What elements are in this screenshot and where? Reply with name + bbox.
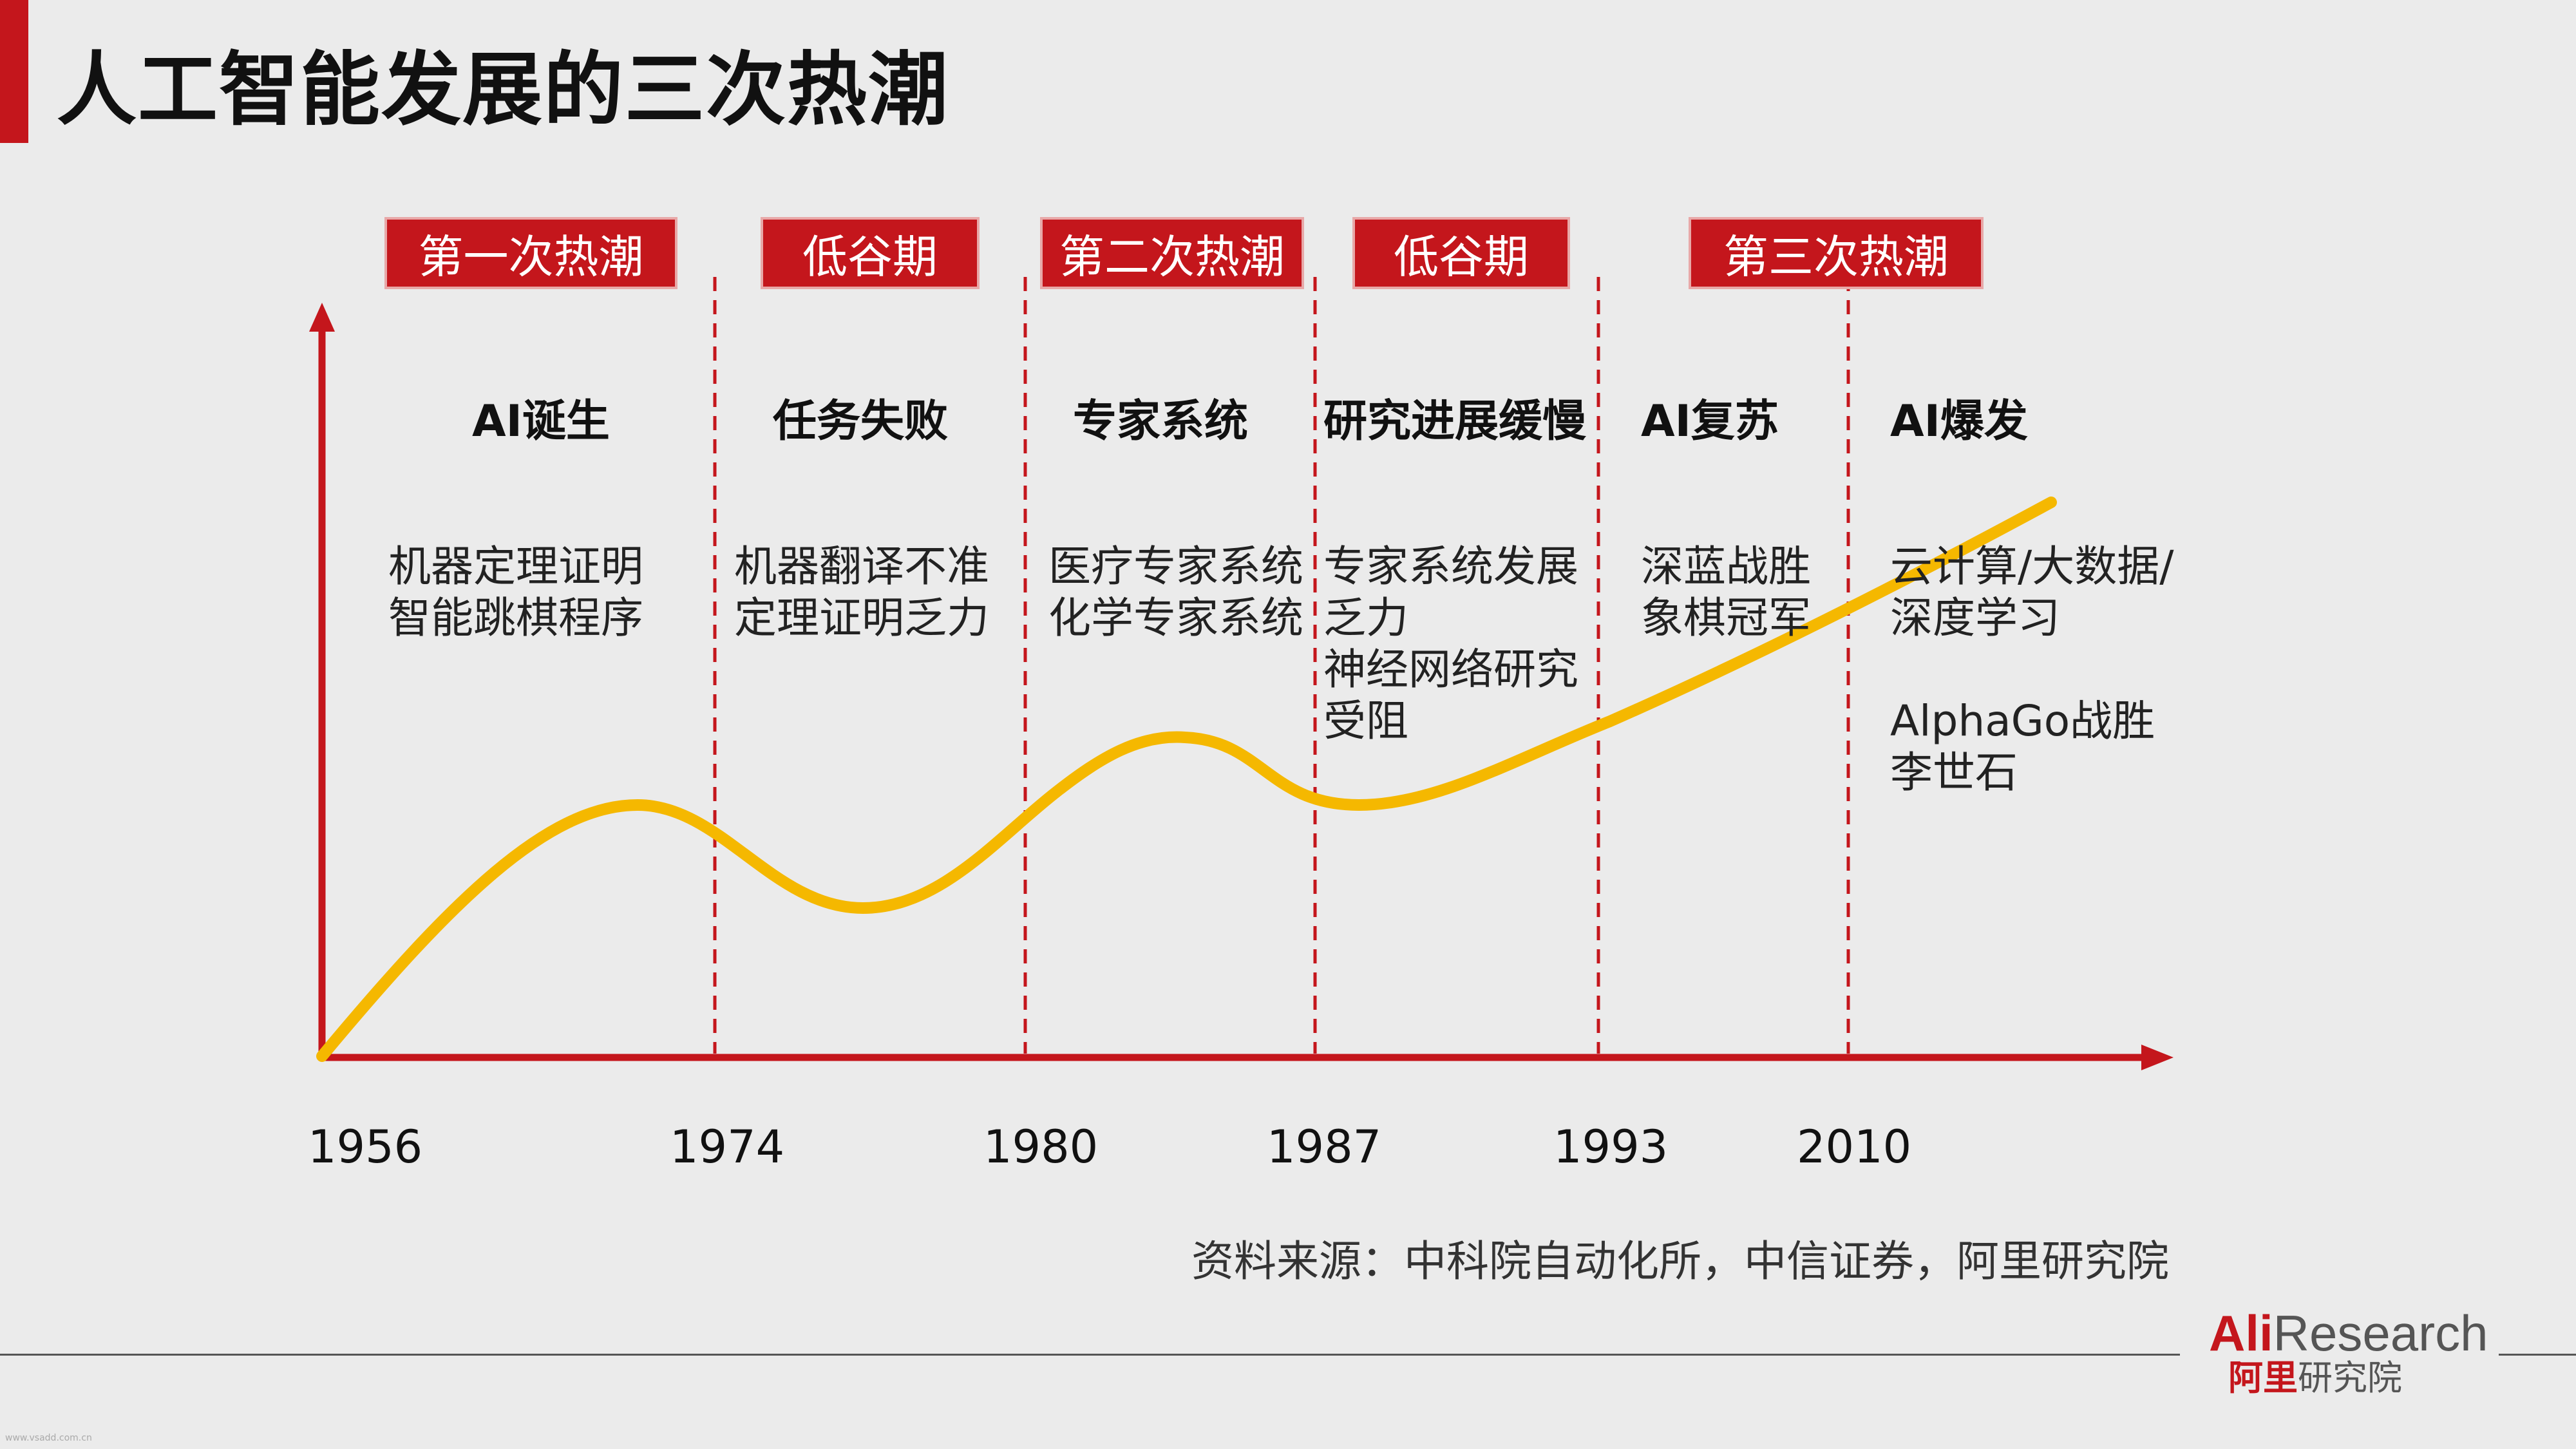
phase-tag-first-trough: 低谷期 (761, 217, 980, 289)
heading-task-failure: 任务失败 (773, 396, 949, 447)
y-axis-arrow (309, 303, 335, 332)
title-accent-bar (0, 0, 28, 143)
phase-tag-third-boom: 第三次热潮 (1689, 217, 1984, 289)
desc-phase-2: 机器翻译不准 定理证明乏力 (734, 541, 989, 644)
desc-phase-5: 深蓝战胜 象棋冠军 (1641, 541, 1811, 644)
heading-ai-birth: AI诞生 (472, 396, 610, 447)
heading-slow-progress: 研究进展缓慢 (1323, 396, 1587, 447)
desc-line: 神经网络研究 (1323, 645, 1578, 694)
heading-ai-explosion: AI爆发 (1890, 396, 2028, 447)
desc-phase-3: 医疗专家系统 化学专家系统 (1048, 541, 1303, 644)
heading-expert-systems: 专家系统 (1073, 396, 1249, 447)
desc-line: 化学专家系统 (1048, 593, 1303, 643)
desc-line: 医疗专家系统 (1048, 542, 1303, 591)
phase-tag-first-boom: 第一次热潮 (384, 217, 677, 289)
desc-phase-4: 专家系统发展 乏力 神经网络研究 受阻 (1323, 541, 1578, 747)
desc-line: 乏力 (1323, 593, 1408, 643)
desc-spacer (1890, 644, 2174, 696)
footer-divider-left (0, 1354, 2180, 1356)
year-label-1987: 1987 (1267, 1121, 1382, 1173)
x-axis-arrow (2141, 1045, 2174, 1070)
logo-cn-red: 阿里 (2228, 1358, 2298, 1398)
logo-cn-gray: 研究院 (2298, 1358, 2402, 1398)
desc-line: 专家系统发展 (1323, 542, 1578, 591)
desc-line: 机器翻译不准 (734, 542, 989, 591)
desc-line: 深度学习 (1890, 593, 2060, 643)
phase-tag-second-boom: 第二次热潮 (1040, 217, 1304, 289)
year-label-1993: 1993 (1553, 1121, 1669, 1173)
desc-line: 云计算/大数据/ (1890, 542, 2174, 591)
footer-divider-right (2499, 1354, 2576, 1356)
desc-line: 受阻 (1323, 696, 1408, 746)
logo-wordmark: AliResearch (2209, 1307, 2488, 1359)
logo-research: Research (2273, 1305, 2488, 1361)
development-curve (316, 497, 2057, 1062)
desc-line: 定理证明乏力 (734, 593, 989, 643)
logo-chinese: 阿里研究院 (2228, 1359, 2488, 1397)
aliresearch-logo: AliResearch 阿里研究院 (2209, 1307, 2488, 1397)
desc-line: 智能跳棋程序 (388, 593, 643, 643)
desc-line: 机器定理证明 (388, 542, 643, 591)
desc-line: 李世石 (1890, 748, 2018, 797)
desc-phase-6: 云计算/大数据/ 深度学习 AlphaGo战胜 李世石 (1890, 541, 2174, 799)
year-label-1974: 1974 (670, 1121, 785, 1173)
desc-line: 深蓝战胜 (1641, 542, 1811, 591)
desc-line: AlphaGo战胜 (1890, 696, 2155, 746)
year-label-1956: 1956 (308, 1121, 423, 1173)
watermark: www.vsadd.com.cn (5, 1433, 92, 1443)
logo-ali: Ali (2209, 1305, 2273, 1361)
desc-line: 象棋冠军 (1641, 593, 1811, 643)
year-label-2010: 2010 (1797, 1121, 1912, 1173)
page-title: 人工智能发展的三次热潮 (57, 44, 950, 137)
source-note: 资料来源：中科院自动化所，中信证券，阿里研究院 (1191, 1236, 2169, 1286)
desc-phase-1: 机器定理证明 智能跳棋程序 (388, 541, 643, 644)
year-label-1980: 1980 (983, 1121, 1099, 1173)
phase-tag-second-trough: 低谷期 (1352, 217, 1570, 289)
heading-ai-revival: AI复苏 (1641, 396, 1779, 447)
